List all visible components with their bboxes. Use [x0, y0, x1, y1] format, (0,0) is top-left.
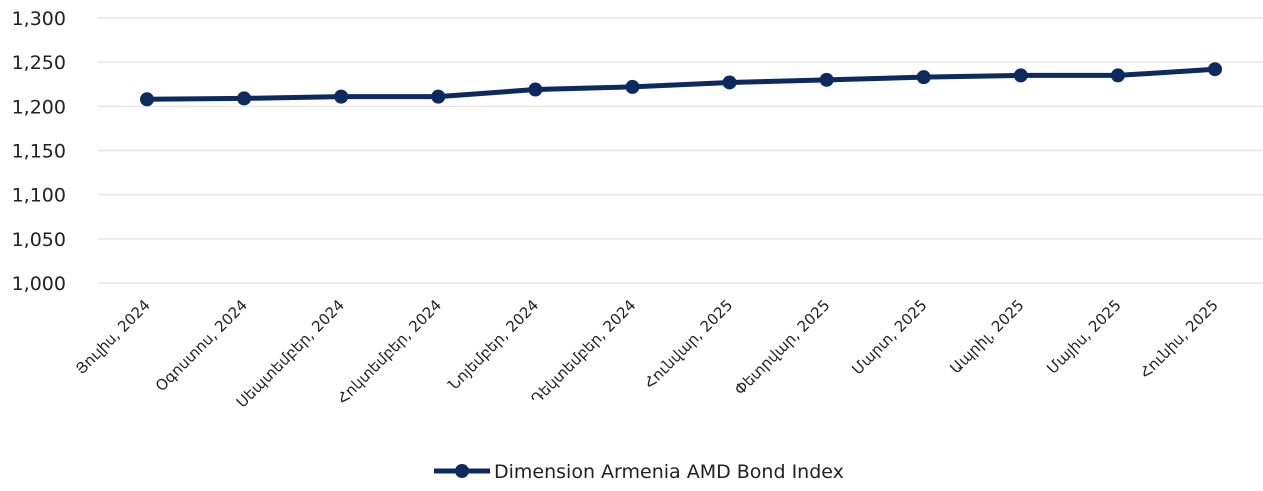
data-point [140, 92, 154, 107]
data-point [916, 70, 931, 85]
x-tick-label: Սեպտեմբեր, 2024 [233, 296, 348, 411]
x-tick-label: Մարտ, 2025 [848, 296, 930, 378]
y-tick-label: 1,100 [12, 185, 66, 207]
x-tick-label: Ապրիլ, 2025 [946, 296, 1027, 377]
gridlines [98, 17, 1263, 284]
x-tick-label: Փետրվար, 2025 [731, 296, 834, 399]
x-tick-label: Հունիս, 2025 [1136, 296, 1222, 382]
data-point [237, 91, 252, 106]
legend-label: Dimension Armenia AMD Bond Index [494, 461, 844, 483]
x-tick-label: Հունվար, 2025 [640, 296, 736, 392]
data-point [528, 82, 543, 97]
y-tick-label: 1,300 [12, 8, 66, 30]
legend-swatch-marker [455, 464, 469, 478]
x-tick-label: Նոյեմբեր, 2024 [445, 296, 542, 393]
x-tick-label: Դեկտեմբեր, 2024 [527, 296, 639, 408]
series-line [144, 66, 1218, 102]
data-point [722, 75, 737, 90]
x-tick-label: Հոկտեմբեր, 2024 [334, 296, 445, 407]
legend: Dimension Armenia AMD Bond Index [434, 461, 844, 483]
data-point [334, 89, 349, 104]
y-tick-label: 1,250 [12, 52, 66, 74]
data-point [819, 72, 834, 87]
y-tick-label: 1,050 [12, 229, 66, 251]
data-point [1013, 68, 1028, 83]
series-line-layer [140, 62, 1222, 107]
data-point [1110, 68, 1125, 83]
y-tick-label: 1,200 [12, 96, 66, 118]
data-point [1208, 62, 1222, 77]
data-point [625, 79, 640, 94]
y-tick-label: 1,150 [12, 141, 66, 163]
x-tick-label: Յուլիս, 2024 [72, 296, 154, 378]
data-point [431, 89, 446, 104]
x-tick-label: Մայիս, 2025 [1043, 296, 1125, 378]
y-tick-label: 1,000 [12, 273, 66, 295]
y-axis-tick-labels: 1,000 1,050 1,100 1,150 1,200 1,250 1,300 [12, 8, 66, 295]
x-tick-label: Օգոստոս, 2024 [152, 296, 251, 395]
